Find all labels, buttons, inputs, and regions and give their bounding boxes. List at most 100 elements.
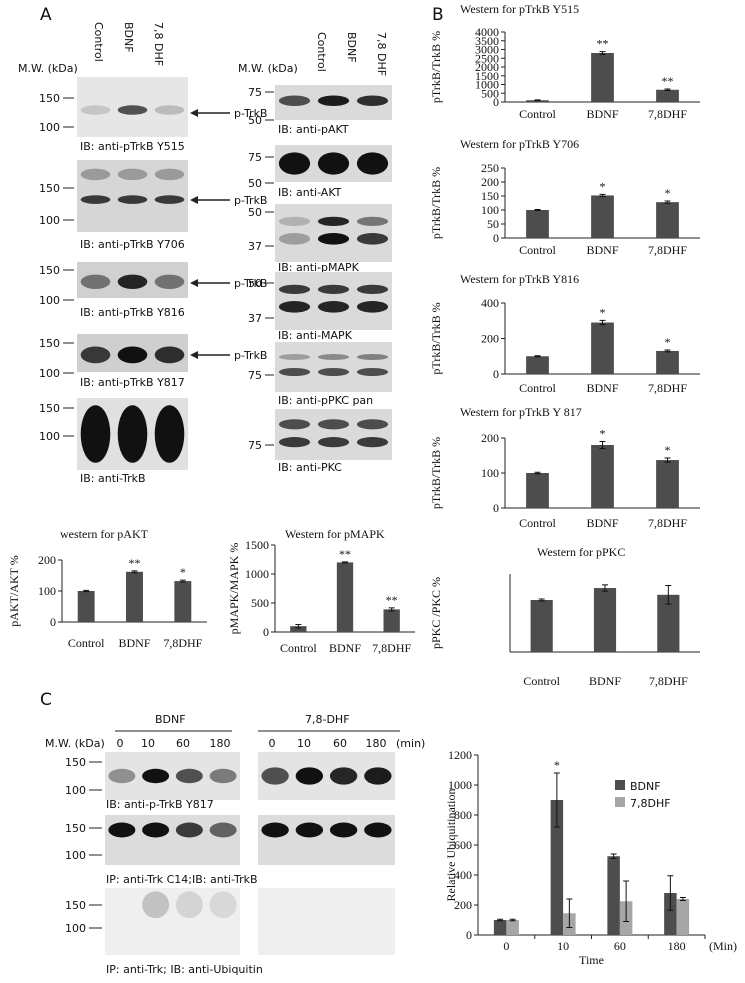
mw-marker: 100	[65, 849, 86, 862]
blot-bdnf	[105, 888, 240, 955]
x-axis-label: Time	[579, 953, 604, 967]
y-tick-label: 50	[487, 217, 499, 231]
y-tick-label: 100	[481, 203, 499, 217]
mw-header: M.W. (kDa)	[18, 62, 78, 75]
x-tick-label: Control	[519, 516, 556, 530]
blot-caption: IB: anti-pTrkB Y816	[80, 306, 185, 319]
band	[356, 368, 389, 376]
time-label: 10	[297, 737, 311, 750]
bar	[506, 920, 519, 935]
y-axis-label: pMAPK/MAPK %	[227, 543, 241, 635]
error-bar	[665, 584, 672, 605]
x-unit: (Min)	[709, 939, 737, 953]
bar	[526, 100, 549, 102]
mw-marker: 150	[65, 899, 86, 912]
error-bar	[679, 897, 686, 901]
x-tick-label: 60	[614, 939, 626, 953]
significance: *	[665, 443, 671, 457]
bar	[591, 322, 614, 374]
time-label: 60	[176, 737, 190, 750]
band	[278, 419, 311, 430]
band	[356, 95, 389, 106]
error-bar	[534, 208, 541, 212]
error-bar	[667, 875, 674, 911]
legend-swatch	[615, 797, 625, 807]
band	[356, 152, 389, 175]
band	[356, 437, 389, 448]
error-bar	[295, 623, 302, 629]
x-tick-label: BDNF	[586, 243, 618, 257]
x-tick-label: 10	[557, 939, 569, 953]
error-bar	[534, 355, 541, 358]
y-tick-label: 1500	[245, 538, 269, 552]
y-tick-label: 200	[481, 175, 499, 189]
error-bar	[553, 772, 560, 828]
y-tick-label: 1000	[475, 78, 499, 92]
arrow-head	[190, 351, 198, 359]
arrow-head	[190, 279, 198, 287]
y-tick-label: 3500	[475, 34, 499, 48]
y-axis-label: pPKC /PKC %	[429, 577, 443, 649]
y-tick-label: 1500	[475, 69, 499, 83]
error-bar	[664, 200, 671, 204]
y-tick-label: 1200	[448, 748, 472, 762]
lane-label: BDNF	[345, 32, 358, 63]
mw-marker: 100	[39, 214, 60, 227]
lane-label: Control	[92, 22, 105, 62]
mw-marker: 37	[248, 312, 262, 325]
x-tick-label: 7,8DHF	[163, 636, 202, 650]
bar	[526, 210, 549, 238]
band	[117, 168, 148, 181]
band	[209, 822, 237, 838]
blot-caption: IB: anti-pTrkB Y706	[80, 238, 185, 251]
x-tick-label: Control	[280, 641, 317, 655]
significance: *	[600, 305, 606, 319]
chart-title: Western for pTrkB Y515	[460, 2, 579, 16]
blot-dhf	[258, 815, 395, 865]
bar	[126, 571, 143, 622]
group-label: 7,8-DHF	[305, 713, 350, 726]
error-bar	[534, 99, 541, 102]
band	[108, 768, 136, 784]
bar	[526, 473, 549, 508]
band	[154, 105, 185, 115]
chart-title: Western for pTrkB Y816	[460, 272, 579, 286]
y-tick-label: 800	[454, 808, 472, 822]
band	[364, 822, 392, 838]
arrow-label: p-TrkB	[234, 277, 267, 290]
blot	[275, 204, 392, 262]
significance: *	[600, 427, 606, 441]
band	[80, 274, 111, 289]
error-bar	[534, 471, 541, 475]
group-label: BDNF	[155, 713, 186, 726]
band	[154, 168, 185, 181]
y-axis-label: pTrkB/TrkB %	[429, 437, 443, 509]
error-bar	[388, 607, 395, 612]
band	[356, 301, 389, 313]
band	[329, 767, 358, 785]
band	[356, 233, 389, 245]
blot-caption: IB: anti-PKC	[278, 461, 342, 474]
x-tick-label: BDNF	[586, 381, 618, 395]
band	[154, 274, 185, 289]
error-bar	[342, 561, 348, 564]
band	[142, 768, 170, 784]
lane-label: 7,8 DHF	[375, 32, 388, 76]
mw-marker: 150	[65, 822, 86, 835]
significance: *	[554, 758, 560, 772]
y-tick-label: 0	[493, 501, 499, 515]
band	[317, 95, 350, 106]
x-tick-label: 180	[668, 939, 686, 953]
blot-caption: IB: anti-pMAPK	[278, 261, 360, 274]
error-bar	[602, 584, 608, 592]
y-tick-label: 150	[481, 189, 499, 203]
blot-caption: IP: anti-Trk; IB: anti-Ubiquitin	[106, 963, 263, 976]
significance: *	[600, 179, 606, 193]
y-tick-label: 0	[493, 367, 499, 381]
bar	[607, 856, 620, 935]
arrow-head	[190, 109, 198, 117]
time-unit: (min)	[396, 737, 425, 750]
band	[364, 767, 392, 785]
chart-title: Western for pMAPK	[285, 527, 385, 541]
bar	[676, 899, 690, 935]
